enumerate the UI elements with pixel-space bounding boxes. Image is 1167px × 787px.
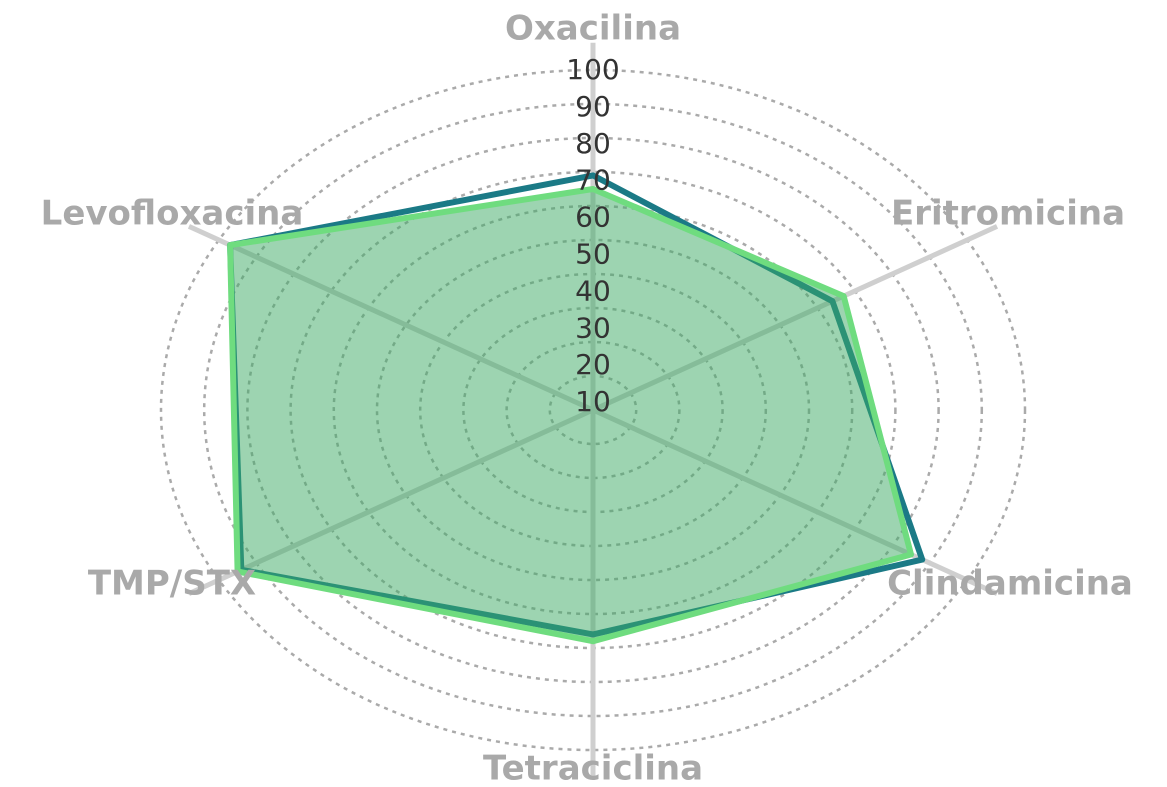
radial-tick-label: 100: [566, 53, 619, 86]
category-label: Levofloxacina: [41, 194, 304, 234]
category-label: Oxacilina: [505, 9, 681, 49]
radial-tick-label: 80: [575, 127, 611, 160]
radial-tick-label: 90: [575, 90, 611, 123]
grid-ring: [202, 102, 984, 718]
category-label: Clindamicina: [887, 564, 1133, 604]
category-label: Eritromicina: [891, 194, 1125, 234]
radial-tick-label: 70: [575, 164, 611, 197]
radial-tick-label: 50: [575, 238, 611, 271]
category-label: TMP/STX: [88, 564, 256, 604]
radial-tick-label: 20: [575, 348, 611, 381]
radial-tick-label: 60: [575, 201, 611, 234]
radial-tick-label: 30: [575, 311, 611, 344]
category-label: Tetraciclina: [483, 749, 703, 787]
radial-tick-label: 40: [575, 274, 611, 307]
radial-tick-label: 10: [575, 385, 611, 418]
grid-ring: [159, 68, 1027, 752]
series-area: [227, 186, 915, 645]
